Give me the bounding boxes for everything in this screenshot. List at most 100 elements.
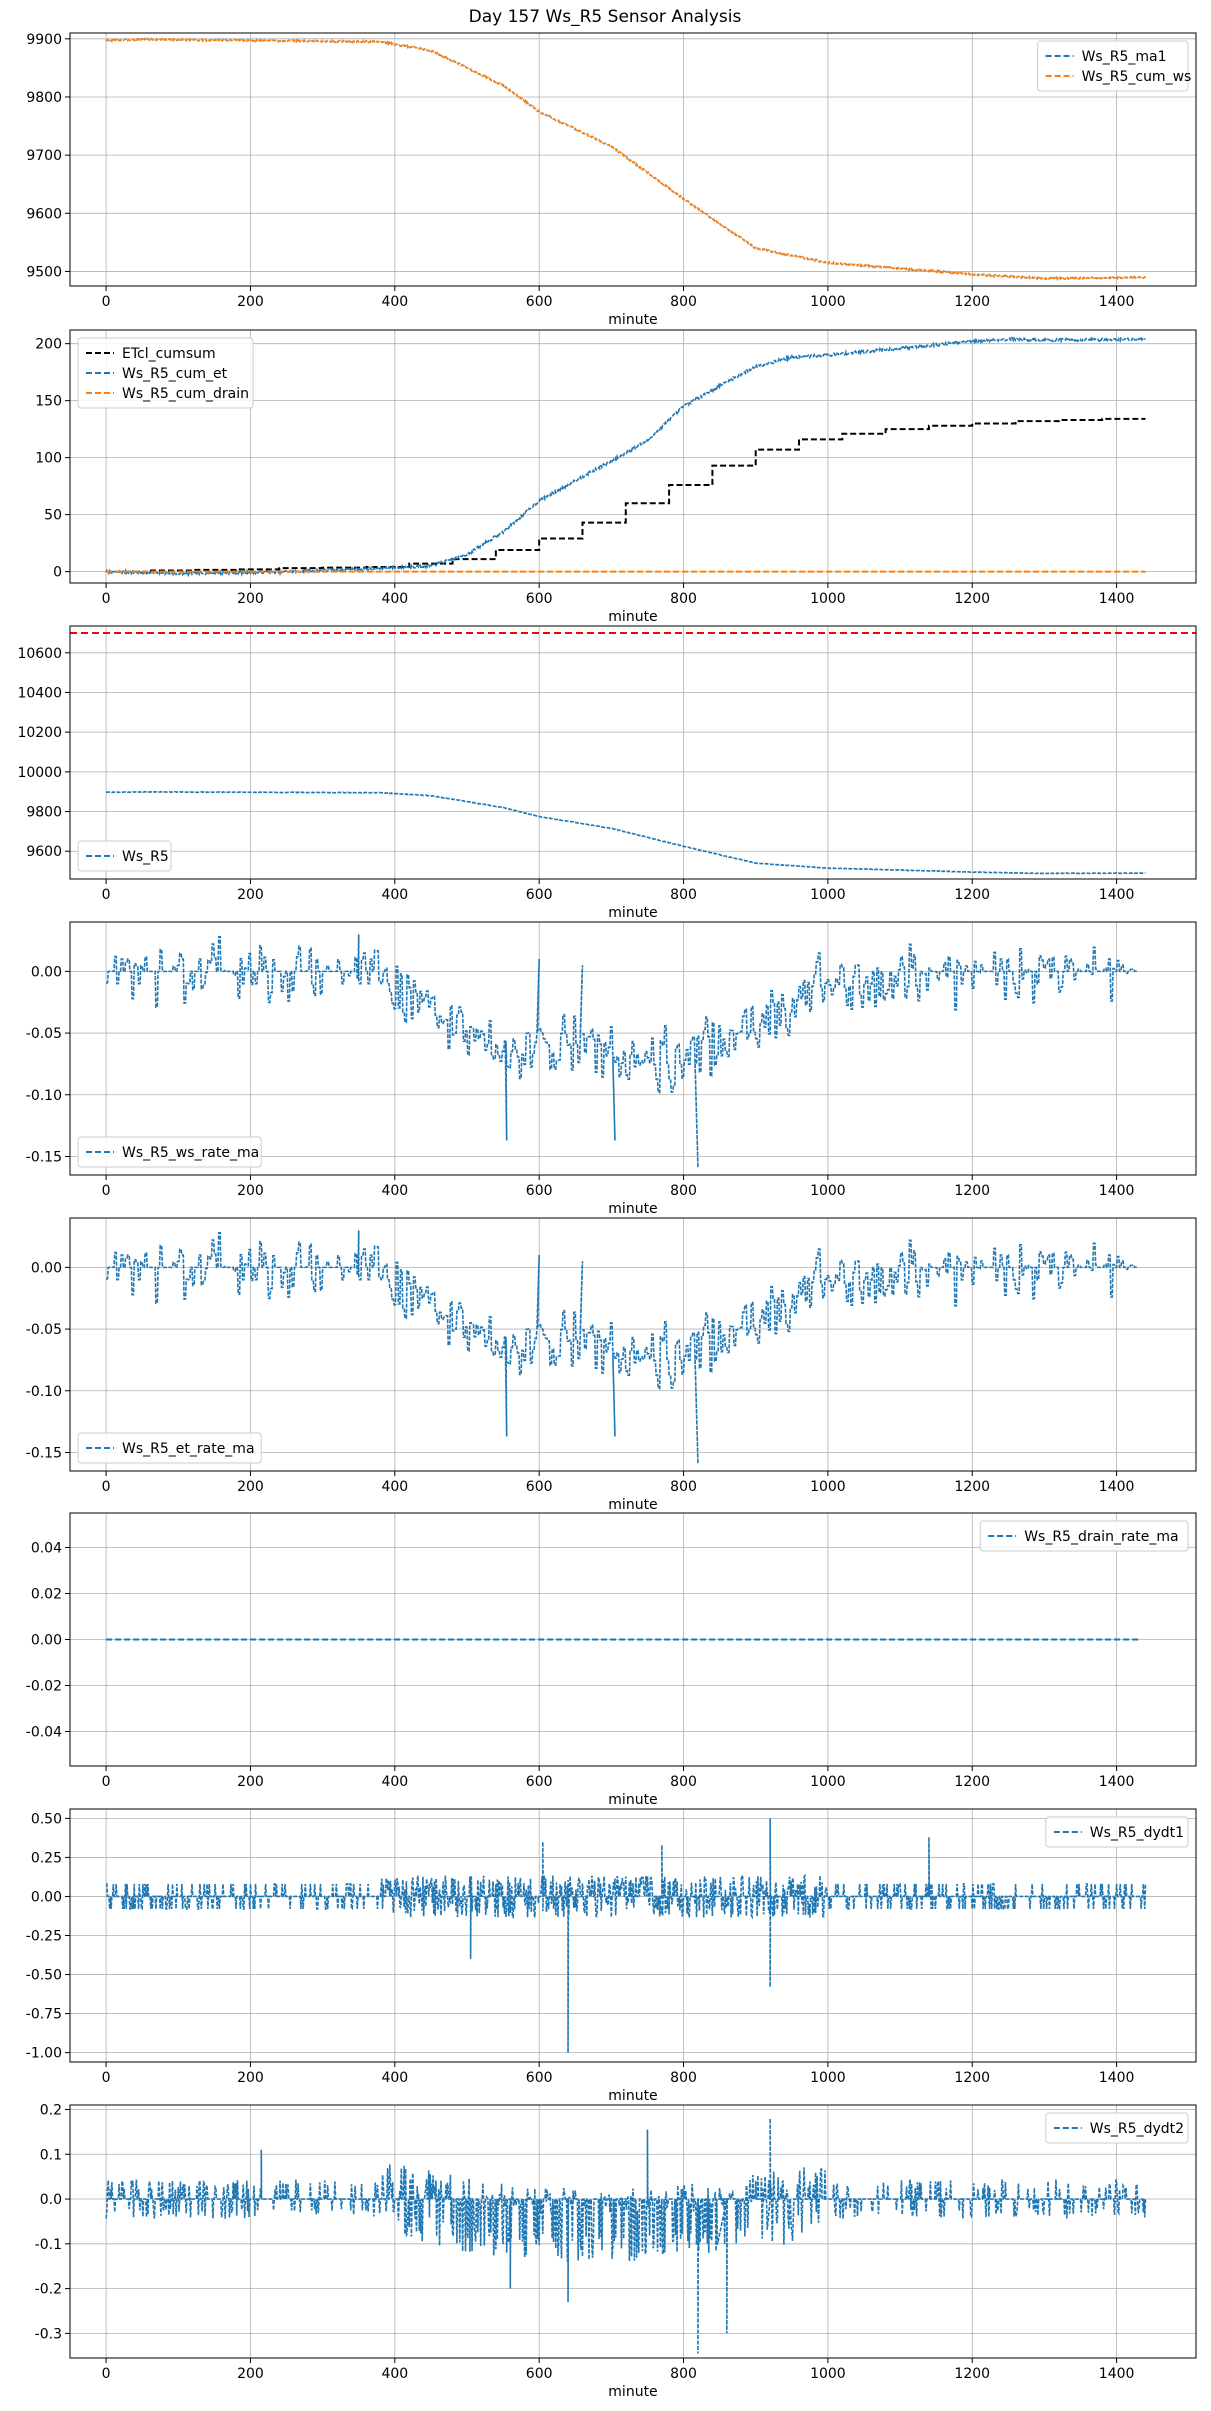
x-tick-label: 1000 (810, 1183, 846, 1199)
x-tick-label: 800 (670, 2366, 697, 2382)
x-tick-label: 1200 (954, 2070, 990, 2086)
x-tick-label: 800 (670, 1183, 697, 1199)
y-tick-label: 50 (44, 508, 62, 524)
y-tick-label: 0.50 (31, 1811, 62, 1827)
y-tick-label: 10400 (17, 685, 62, 701)
subplot-4: 0 200 400 600 800 1000 1200 1400 -0.15 -0.10 -0.05… (26, 921, 1197, 1217)
subplot-3: 0 200 400 600 800 1000 1200 1400 9600 9800 10000 10… (17, 625, 1197, 921)
axes-frame (69, 921, 1197, 1176)
subplot-5: 0 200 400 600 800 1000 1200 1400 -0.15 -0.10 -0.05… (26, 1217, 1197, 1513)
x-axis-label: minute (608, 1201, 657, 1217)
x-tick-label: 1200 (954, 1479, 990, 1495)
x-tick-label: 1200 (954, 1183, 990, 1199)
legend: ETcl_cumsum Ws_R5_cum_et Ws_R5_cum_drain (77, 337, 254, 409)
y-tick-label: -0.3 (35, 2326, 62, 2342)
y-tick-label: -1.00 (26, 2046, 62, 2062)
x-tick-label: 1400 (1099, 1183, 1135, 1199)
x-axis-label: minute (608, 1792, 657, 1808)
legend-entry: Ws_R5_ws_rate_ma (122, 1145, 259, 1161)
x-tick-label: 600 (526, 1774, 553, 1790)
x-tick-label: 0 (102, 1183, 111, 1199)
legend-entry: ETcl_cumsum (122, 346, 216, 362)
axes-frame (69, 329, 1197, 584)
x-tick-label: 1000 (810, 591, 846, 607)
subplot-8: 0 200 400 600 800 1000 1200 1400 -0.3 -0.2 -0.1 0.0… (35, 2102, 1197, 2400)
x-tick-label: 1400 (1099, 294, 1135, 310)
legend-entry: Ws_R5_et_rate_ma (122, 1441, 255, 1457)
y-tick-label: -0.05 (26, 1026, 62, 1042)
y-tick-label: -0.10 (26, 1088, 62, 1104)
x-tick-label: 600 (526, 591, 553, 607)
x-tick-label: 400 (381, 887, 408, 903)
x-tick-label: 1400 (1099, 2366, 1135, 2382)
subplot-panels: 0 200 400 600 800 1000 1200 1400950096009700980… (17, 32, 1197, 2400)
x-tick-label: 800 (670, 591, 697, 607)
legend: Ws_R5 (77, 840, 172, 872)
x-tick-label: 1000 (810, 2070, 846, 2086)
x-tick-label: 600 (526, 2366, 553, 2382)
x-tick-label: 1400 (1099, 591, 1135, 607)
y-tick-label: 9800 (26, 90, 62, 106)
x-tick-label: 1000 (810, 1479, 846, 1495)
x-tick-label: 600 (526, 887, 553, 903)
y-tick-label: 10600 (17, 646, 62, 662)
x-tick-label: 800 (670, 1774, 697, 1790)
y-tick-label: -0.05 (26, 1322, 62, 1338)
x-tick-label: 0 (102, 591, 111, 607)
y-tick-label: 0.00 (31, 1633, 62, 1649)
y-tick-label: 0.25 (31, 1850, 62, 1866)
x-tick-label: 1400 (1099, 887, 1135, 903)
x-tick-label: 200 (237, 1183, 264, 1199)
x-axis-label: minute (608, 1497, 657, 1513)
legend-entry: Ws_R5_drain_rate_ma (1024, 1529, 1178, 1545)
x-tick-label: 400 (381, 1479, 408, 1495)
y-tick-label: -0.75 (26, 2007, 62, 2023)
x-tick-label: 1000 (810, 2366, 846, 2382)
series-line-Ws_R5_dydt1 (106, 1818, 1147, 2053)
axes-frame (69, 625, 1197, 880)
x-tick-label: 0 (102, 1479, 111, 1495)
x-tick-label: 1400 (1099, 1774, 1135, 1790)
x-tick-label: 400 (381, 1183, 408, 1199)
y-tick-label: 0.04 (31, 1541, 62, 1557)
x-tick-label: 1400 (1099, 2070, 1135, 2086)
x-axis-label: minute (608, 2088, 657, 2104)
legend: Ws_R5_et_rate_ma (77, 1432, 262, 1464)
legend-entry: Ws_R5_cum_ws (1082, 69, 1192, 85)
series-line-Ws_R5_cum_ws (105, 37, 1146, 282)
x-tick-label: 600 (526, 1183, 553, 1199)
subplot-7: 0 200 400 600 800 1000 1200 1400 -1.00 -0.75 -0.50… (26, 1808, 1197, 2104)
x-tick-label: 1000 (810, 887, 846, 903)
y-tick-label: 0 (53, 565, 62, 581)
axes-frame (69, 32, 1197, 287)
y-tick-label: 0.0 (40, 2192, 62, 2208)
y-tick-label: 0.2 (40, 2102, 62, 2118)
x-tick-label: 400 (381, 294, 408, 310)
x-tick-label: 1000 (810, 1774, 846, 1790)
y-tick-label: 0.1 (40, 2147, 62, 2163)
y-tick-label: 0.00 (31, 964, 62, 980)
legend: Ws_R5_ws_rate_ma (77, 1136, 262, 1168)
x-tick-label: 1200 (954, 591, 990, 607)
x-tick-label: 1200 (954, 2366, 990, 2382)
x-tick-label: 600 (526, 1479, 553, 1495)
x-tick-label: 200 (237, 294, 264, 310)
y-tick-label: 9600 (26, 844, 62, 860)
x-tick-label: 800 (670, 1479, 697, 1495)
x-tick-label: 0 (102, 1774, 111, 1790)
y-tick-label: 100 (35, 451, 62, 467)
y-tick-label: 9600 (26, 206, 62, 222)
y-tick-label: 10000 (17, 765, 62, 781)
series-line-Ws_R5_ws_rate_ma (106, 934, 1139, 1168)
legend: Ws_R5_ma1 Ws_R5_cum_ws (1037, 40, 1192, 92)
y-tick-label: -0.15 (26, 1149, 62, 1165)
x-tick-label: 200 (237, 2366, 264, 2382)
x-tick-label: 200 (237, 887, 264, 903)
y-tick-label: -0.15 (26, 1445, 62, 1461)
x-tick-label: 0 (102, 2366, 111, 2382)
y-tick-label: 200 (35, 337, 62, 353)
x-tick-label: 0 (102, 887, 111, 903)
axes-frame (69, 1217, 1197, 1472)
x-tick-label: 400 (381, 2366, 408, 2382)
